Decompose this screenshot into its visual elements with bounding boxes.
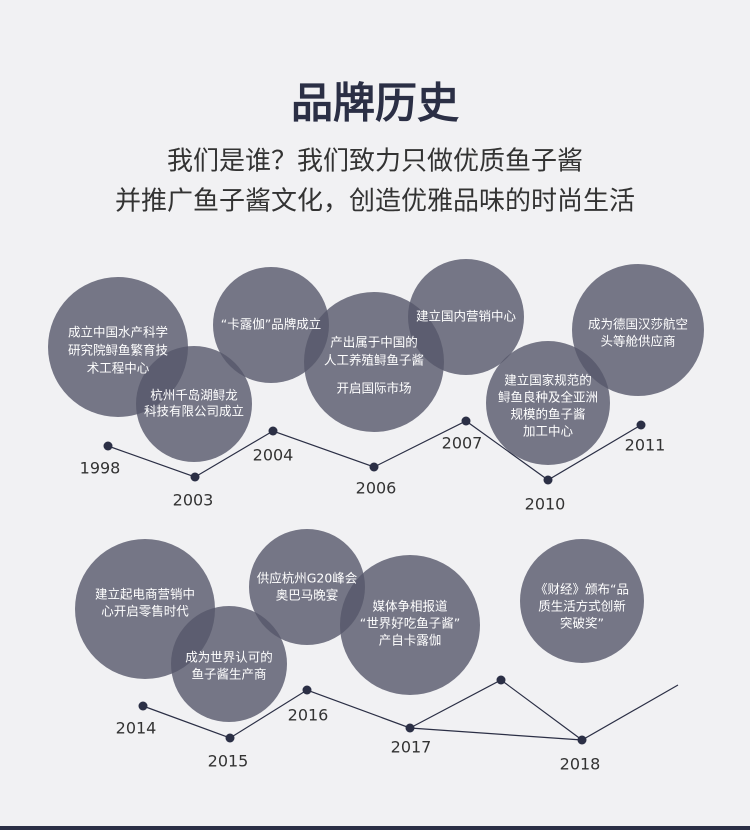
timeline-dot [543,475,553,485]
event-text: “世界好吃鱼子酱” [360,616,460,631]
event-text: 成为世界认可的 [185,650,273,665]
event-circle [249,529,365,645]
event-text: 规模的鱼子酱 [510,407,585,422]
bottom-bar [0,826,750,830]
event-text: 质生活方式创新 [538,599,626,614]
timeline-dot [302,685,312,695]
timeline-dot [369,462,379,472]
event-text: 《财经》颁布“品 [535,582,629,597]
year-label: 1998 [80,459,121,478]
year-label: 2015 [208,752,249,771]
event-text: 成立中国水产科学 [68,325,168,340]
year-label: 2010 [525,495,566,514]
event-circle [136,346,252,462]
event-circle [572,264,704,396]
event-text: 开启国际市场 [336,381,411,396]
event-circle [520,539,644,663]
timeline-dot [577,735,587,745]
event-text: 杭州千岛湖鲟龙 [150,388,238,403]
event-circle [340,555,480,695]
timeline-dot [268,426,278,436]
event-text: 人工养殖鲟鱼子酱 [324,353,424,368]
title: 品牌历史 [291,79,459,128]
event-text: 产出属于中国的 [330,335,418,350]
event-text: 科技有限公司成立 [144,404,244,419]
year-label: 2017 [391,738,432,757]
event-circle [213,267,329,383]
event-text: 建立国内营销中心 [416,309,517,324]
event-text: 产自卡露伽 [379,633,442,648]
year-label: 2014 [116,719,157,738]
event-text: 成为德国汉莎航空 [588,317,688,332]
timeline-dot [461,416,471,426]
event-text: 头等舱供应商 [600,334,675,349]
event-text: 供应杭州G20峰会 [257,571,358,586]
event-text: 建立起电商营销中 [95,587,195,602]
event-text: 媒体争相报道 [372,599,448,614]
subtitle: 并推广鱼子酱文化，创造优雅品味的时尚生活 [115,187,635,217]
event-circle [408,259,524,375]
year-label: 2016 [288,706,329,725]
event-text: 鲟鱼良种及全亚洲 [498,390,598,405]
event-text: 建立国家规范的 [504,373,592,388]
timeline-dot [190,472,200,482]
year-label: 2018 [560,755,601,774]
timeline-dot [138,701,148,711]
year-label: 2004 [253,446,294,465]
year-label: 2006 [356,479,397,498]
event-circle [171,606,287,722]
timeline-dot [496,675,506,685]
year-label: 2003 [173,491,214,510]
subtitle: 我们是谁？我们致力只做优质鱼子酱 [167,147,583,177]
timeline-dot [636,420,646,430]
timeline-dot [103,441,113,451]
year-label: 2011 [625,436,666,455]
timeline-dot [405,723,415,733]
event-text: 心开启零售时代 [101,604,189,619]
timeline-dot [225,733,235,743]
event-circle [486,341,610,465]
event-text: 鱼子酱生产商 [191,667,266,682]
event-text: 加工中心 [523,424,574,439]
event-text: 突破奖” [560,616,604,631]
year-label: 2007 [442,434,483,453]
event-text: 奥巴马晚宴 [276,588,339,603]
event-text: 研究院鲟鱼繁育技 [68,343,169,358]
event-text: 术工程中心 [87,361,150,376]
event-text: “卡露伽”品牌成立 [221,317,321,332]
